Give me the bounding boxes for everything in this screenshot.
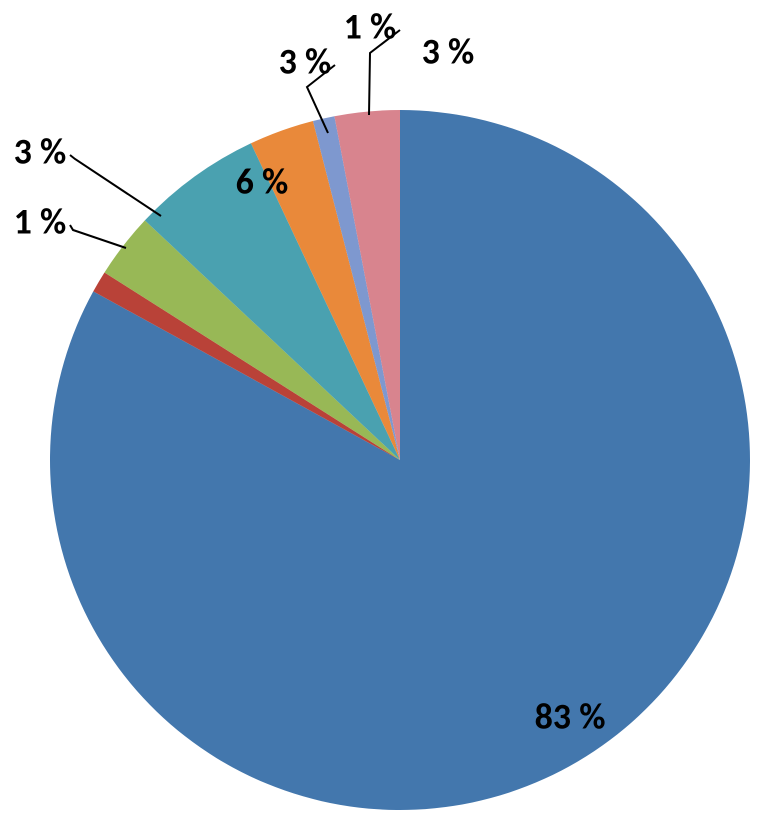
label-orange: 3 % xyxy=(279,40,332,84)
label-blue: 83 % xyxy=(535,695,606,739)
label-pink: 3 % xyxy=(422,30,475,74)
leader-red xyxy=(70,225,126,248)
label-teal: 6 % xyxy=(236,160,289,204)
label-red: 1 % xyxy=(14,200,67,244)
pie-slices xyxy=(50,110,750,810)
pie-chart: 83 % 1 % 3 % 6 % 3 % 1 % 3 % xyxy=(0,0,783,835)
label-green: 3 % xyxy=(14,130,67,174)
leader-green xyxy=(70,155,161,216)
label-ltblue: 1 % xyxy=(344,5,397,49)
